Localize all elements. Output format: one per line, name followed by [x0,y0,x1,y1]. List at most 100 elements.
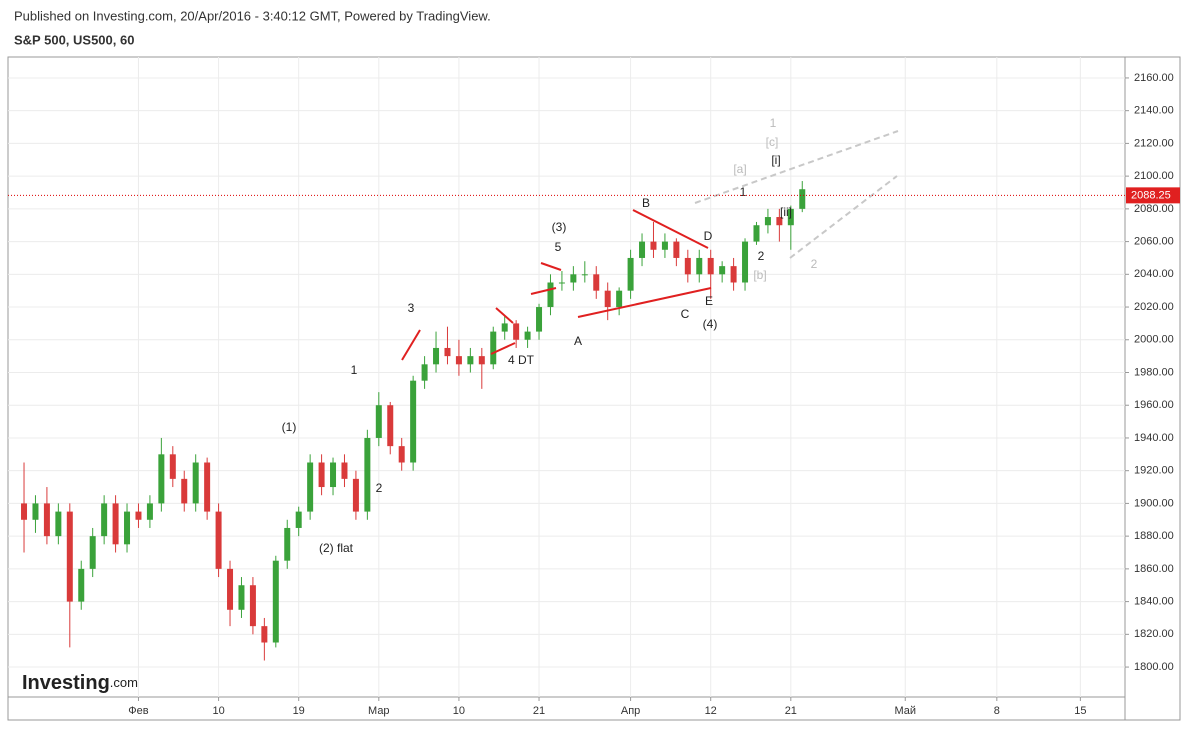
wave-label: D [704,229,713,243]
candle-body [536,307,543,332]
candle-body [158,454,165,504]
candle-body [478,356,485,365]
wave-label: 1 [351,363,358,377]
y-tick-label: 1840.00 [1134,596,1174,608]
last-price-box [1126,187,1180,204]
candle-body [387,405,394,447]
candle-body [249,585,256,627]
symbol-title: S&P 500, US500, 60 [14,32,134,47]
candle-body [410,380,417,463]
candle-body [581,274,588,276]
candle-body [330,462,337,488]
candle-body [730,266,737,283]
candle-body [169,454,176,479]
frame [7,56,1181,721]
candle-body [215,511,222,569]
logo-main: Investing [22,672,110,694]
wave-label: (4) [703,317,718,331]
x-tick-label: 21 [533,705,545,717]
x-tick-label: Апр [621,705,640,717]
candle-body [501,323,508,332]
candle-body [570,274,577,283]
y-tick-label: 2140.00 [1134,105,1174,117]
candle-body [753,225,760,242]
y-tick-label: 1820.00 [1134,628,1174,640]
logo-suffix: .com [110,675,138,690]
x-tick-label: 12 [705,705,717,717]
candle-body [101,503,108,537]
wave-label: [i] [771,153,780,167]
candle-body [455,356,462,365]
candle-body [799,189,806,209]
candle-body [227,568,234,610]
wave-label: B [642,196,650,210]
candle-body [146,503,153,520]
candle-body [604,290,611,308]
candle-body [593,274,600,291]
candle-body [616,290,623,308]
candle-body [272,560,279,643]
y-tick-label: 2100.00 [1134,170,1174,182]
x-tick-label: 8 [994,705,1000,717]
published-note: Published on Investing.com, 20/Apr/2016 … [14,8,491,23]
y-tick-label: 1860.00 [1134,563,1174,575]
candle-body [627,257,634,291]
y-tick-label: 1920.00 [1134,465,1174,477]
wave-label: (1) [282,420,297,434]
wave-label: [a] [733,162,746,176]
x-tick-label: Май [894,705,916,717]
candle-body [719,266,726,275]
y-tick-label: 1940.00 [1134,432,1174,444]
candle-body [66,511,73,602]
wave-label: 2 [376,481,383,495]
candle-body [558,282,565,284]
wave-label: (3) [552,220,567,234]
candle-body [742,241,749,283]
candle-body [467,356,474,365]
candle-body [444,347,451,357]
y-tick-label: 2120.00 [1134,137,1174,149]
candle-body [124,511,131,545]
trendlines [401,209,712,361]
candle-body [78,568,85,602]
wave-label: A [574,334,582,348]
wave-label: [c] [766,135,779,149]
x-tick-label: 10 [212,705,224,717]
wave-label: 4 DT [508,353,535,367]
candle-body [238,585,245,610]
candle-body [181,478,188,504]
candle-body [307,462,314,512]
candle-body [421,364,428,381]
candle-body [43,503,50,537]
candle-body [490,331,497,365]
x-tick-label: 10 [453,705,465,717]
candle-body [524,331,531,340]
wave-label: E [705,294,713,308]
candle-body [707,257,714,275]
y-tick-label: 1960.00 [1134,399,1174,411]
projection-lines [694,130,899,259]
candle-body [295,511,302,528]
wave-label: [ii] [780,205,792,219]
candle-body [650,241,657,250]
candle-body [341,462,348,479]
candle-body [639,241,646,258]
wave-label: C [681,307,690,321]
candle-body [764,217,771,226]
wave-label: 5 [555,240,562,254]
candle-body [398,446,405,463]
candle-body [89,536,96,569]
wave-label: 3 [408,301,415,315]
wave-label: (2) flat [319,541,354,555]
y-tick-label: 2020.00 [1134,301,1174,313]
wave-label: 1 [740,185,747,199]
y-tick-label: 1980.00 [1134,366,1174,378]
candle-body [135,511,142,520]
candle-body [284,527,291,561]
candle-body [192,462,199,504]
candle-body [787,208,794,226]
candle-body [661,241,668,250]
candle-body [433,347,440,365]
x-tick-label: 15 [1074,705,1086,717]
